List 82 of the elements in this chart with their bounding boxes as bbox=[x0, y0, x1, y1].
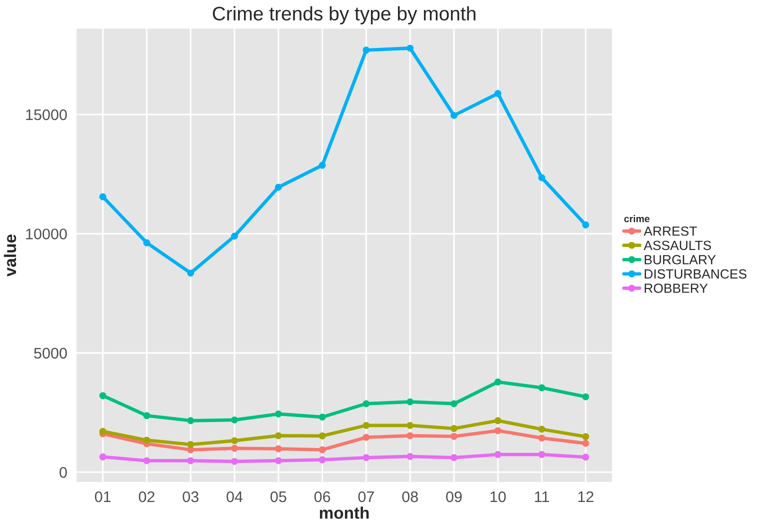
point bbox=[406, 398, 414, 406]
point bbox=[231, 232, 238, 240]
point bbox=[274, 457, 282, 464]
point bbox=[274, 432, 282, 440]
point bbox=[187, 441, 194, 448]
x-tick-label: 06 bbox=[314, 491, 330, 502]
point bbox=[582, 454, 590, 461]
point bbox=[450, 454, 458, 462]
x-tick-label: 03 bbox=[182, 491, 198, 502]
point bbox=[318, 446, 326, 454]
x-tick-label: 04 bbox=[226, 491, 243, 502]
chart-title: Crime trends by type by month bbox=[212, 6, 476, 24]
point bbox=[494, 451, 502, 458]
legend-label: DISTURBANCES bbox=[644, 269, 746, 279]
point bbox=[450, 432, 458, 440]
y-tick-label: 10000 bbox=[26, 228, 67, 240]
point bbox=[187, 417, 194, 424]
point bbox=[538, 174, 546, 182]
point bbox=[318, 456, 326, 464]
x-tick-label: 12 bbox=[578, 491, 594, 502]
point bbox=[494, 427, 502, 434]
legend-label: BURGLARY bbox=[644, 255, 716, 264]
y-tick-label: 5000 bbox=[34, 348, 67, 359]
point bbox=[450, 112, 458, 119]
point bbox=[318, 162, 326, 169]
point bbox=[187, 457, 194, 464]
point bbox=[582, 393, 590, 400]
point bbox=[538, 451, 546, 458]
point bbox=[406, 432, 414, 440]
y-axis-title: value bbox=[4, 234, 16, 277]
x-tick-label: 07 bbox=[358, 491, 374, 502]
y-tick-label: 0 bbox=[60, 467, 67, 478]
point bbox=[274, 445, 282, 452]
point bbox=[362, 46, 370, 54]
point bbox=[231, 458, 238, 465]
point bbox=[231, 444, 238, 452]
point bbox=[318, 414, 326, 421]
x-tick-label: 09 bbox=[446, 491, 462, 502]
point bbox=[143, 457, 150, 464]
point bbox=[274, 410, 282, 418]
point bbox=[494, 90, 502, 97]
point bbox=[99, 392, 106, 400]
point bbox=[406, 44, 414, 52]
point bbox=[274, 184, 282, 191]
point bbox=[494, 378, 502, 386]
point bbox=[362, 434, 370, 441]
point bbox=[582, 433, 590, 440]
x-tick-label: 01 bbox=[94, 491, 111, 502]
point bbox=[231, 437, 238, 444]
point bbox=[231, 416, 238, 424]
point bbox=[494, 417, 502, 424]
point bbox=[538, 384, 546, 392]
point bbox=[582, 440, 590, 447]
x-tick-label: 08 bbox=[402, 491, 418, 502]
x-tick-label: 10 bbox=[490, 491, 506, 502]
point bbox=[362, 400, 370, 408]
x-tick-label: 11 bbox=[535, 492, 549, 502]
point bbox=[582, 221, 590, 228]
point bbox=[406, 422, 414, 429]
point bbox=[362, 454, 370, 462]
legend-label: ROBBERY bbox=[644, 284, 708, 293]
legend-title: crime bbox=[624, 215, 650, 222]
point bbox=[143, 239, 150, 246]
point bbox=[99, 428, 106, 435]
x-axis-title: month bbox=[320, 506, 369, 519]
y-tick-label: 15000 bbox=[26, 109, 67, 120]
x-tick-label: 05 bbox=[270, 491, 286, 502]
legend-label: ASSAULTS bbox=[644, 240, 712, 250]
point bbox=[538, 426, 546, 433]
point bbox=[362, 422, 370, 429]
point bbox=[538, 434, 546, 442]
point bbox=[406, 452, 414, 460]
point bbox=[318, 432, 326, 440]
point bbox=[99, 193, 106, 200]
point bbox=[143, 436, 150, 444]
point bbox=[450, 400, 458, 408]
point bbox=[99, 453, 106, 460]
point bbox=[143, 412, 150, 420]
point bbox=[187, 270, 194, 277]
legend-label: ARREST bbox=[644, 226, 697, 236]
x-tick-label: 02 bbox=[138, 491, 154, 502]
point bbox=[450, 425, 458, 432]
